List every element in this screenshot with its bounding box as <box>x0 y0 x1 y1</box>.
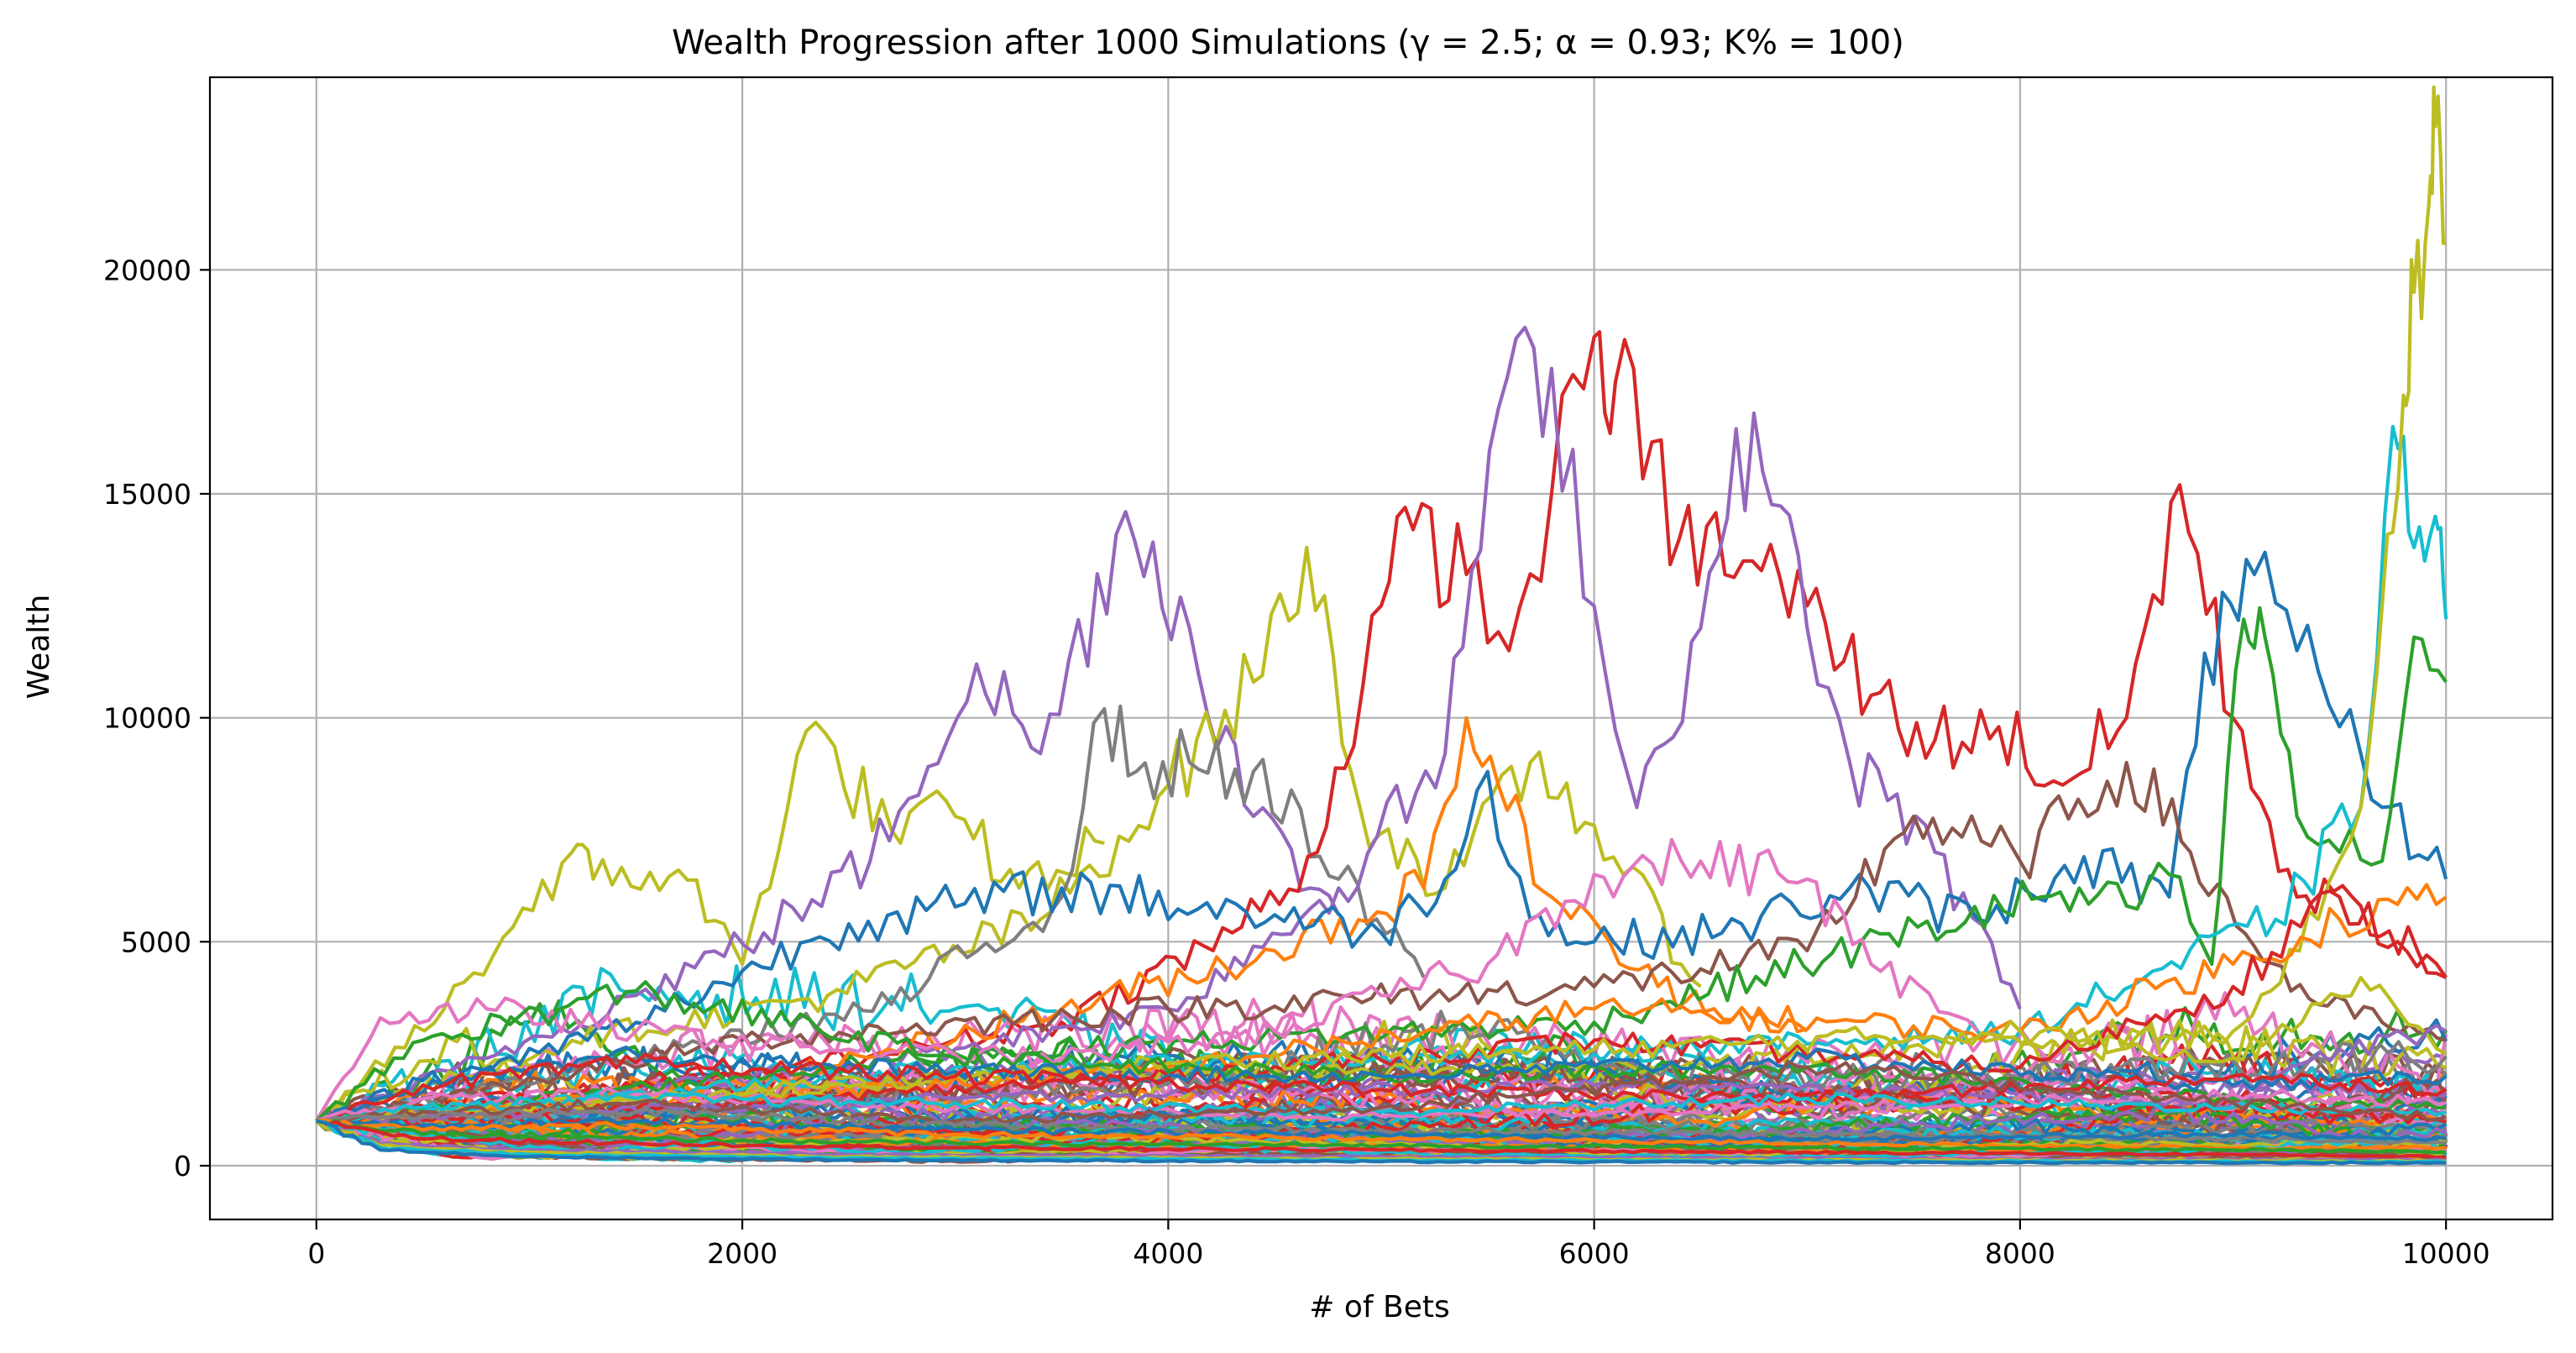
series-line <box>315 1119 2447 1155</box>
series-line <box>316 760 2447 1125</box>
grid <box>210 77 2552 1219</box>
series-line <box>316 1116 2447 1143</box>
y-tick-label: 10000 <box>103 702 191 735</box>
x-tick-label: 8000 <box>1985 1237 2055 1270</box>
series-line <box>316 1119 2447 1166</box>
series-line <box>315 1119 2447 1160</box>
x-tick-label: 10000 <box>2402 1237 2490 1270</box>
y-tick-label: 5000 <box>121 926 191 958</box>
y-tick-label: 15000 <box>103 478 191 511</box>
series-line <box>315 721 1105 1123</box>
y-axis-label: Wealth <box>22 595 56 700</box>
plot-frame <box>208 76 2554 1221</box>
series-line <box>316 1059 2447 1125</box>
x-axis-label: # of Bets <box>1309 1290 1449 1324</box>
y-tick-label: 20000 <box>103 254 191 286</box>
series-line <box>316 1118 2447 1151</box>
x-tick-label: 6000 <box>1559 1237 1630 1270</box>
series-line <box>316 1052 2448 1123</box>
chart-title: Wealth Progression after 1000 Simulation… <box>672 24 1904 62</box>
y-axis: 0 5000 10000 15000 20000 <box>103 254 210 1183</box>
x-axis: 0 2000 4000 6000 8000 10000 <box>307 1219 2490 1270</box>
x-tick-label: 0 <box>307 1237 325 1270</box>
x-tick-label: 4000 <box>1133 1237 1203 1270</box>
series-line <box>316 606 2448 1123</box>
series-group <box>314 85 2448 1166</box>
series-line <box>316 545 1702 1123</box>
series-line <box>315 510 1341 1123</box>
series-line <box>314 837 1979 1122</box>
series-line <box>316 1092 2447 1124</box>
y-tick-label: 0 <box>174 1150 191 1183</box>
series-line <box>316 883 2448 1126</box>
x-tick-label: 2000 <box>707 1237 778 1270</box>
series-line <box>316 704 1426 1124</box>
